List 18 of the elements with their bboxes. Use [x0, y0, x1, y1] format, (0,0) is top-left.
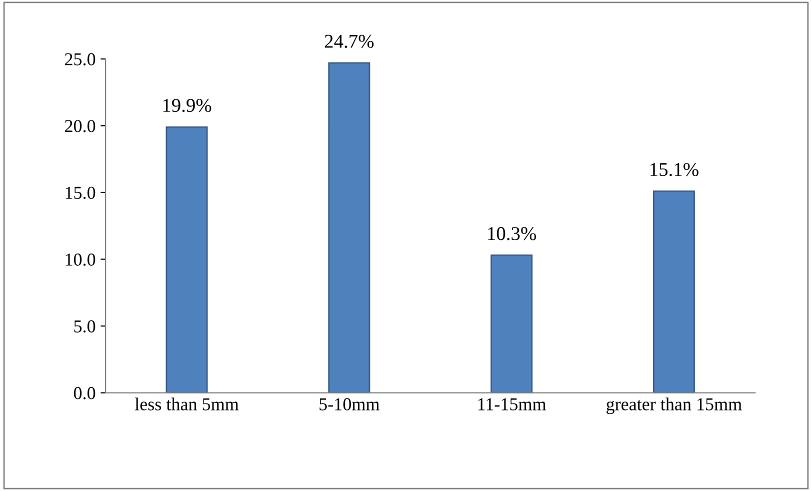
y-tick-label: 15.0: [66, 186, 96, 199]
bar: [490, 254, 533, 393]
x-tick-label: 5-10mm: [320, 398, 380, 410]
y-tick-label: 10.0: [66, 254, 96, 266]
data-label: 10.3%: [488, 227, 536, 240]
data-label: 19.9%: [163, 98, 212, 112]
x-tick-label: 11-15mm: [478, 398, 546, 410]
x-tick-label: greater than 15mm: [606, 398, 742, 414]
bar: [652, 190, 695, 393]
y-tick-label: 0.0: [74, 387, 96, 400]
y-tick-label: 5.0: [74, 320, 96, 333]
y-tick-label: 20.0: [65, 120, 96, 132]
data-label: 24.7%: [324, 34, 374, 48]
data-label: 15.1%: [650, 162, 698, 176]
y-tick-label: 25.0: [65, 53, 96, 66]
bar: [328, 62, 370, 393]
x-tick-label: less than 5mm: [134, 398, 239, 410]
bar: [166, 126, 208, 393]
